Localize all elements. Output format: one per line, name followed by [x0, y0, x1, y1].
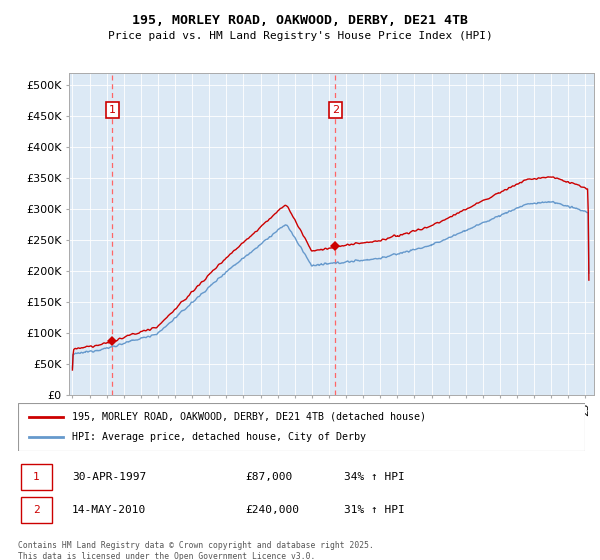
Text: £240,000: £240,000 [245, 505, 299, 515]
Text: 31% ↑ HPI: 31% ↑ HPI [344, 505, 405, 515]
Text: 2: 2 [33, 505, 40, 515]
Text: 1: 1 [109, 105, 116, 115]
Text: Price paid vs. HM Land Registry's House Price Index (HPI): Price paid vs. HM Land Registry's House … [107, 31, 493, 41]
Text: 195, MORLEY ROAD, OAKWOOD, DERBY, DE21 4TB (detached house): 195, MORLEY ROAD, OAKWOOD, DERBY, DE21 4… [72, 412, 426, 422]
FancyBboxPatch shape [21, 464, 52, 490]
Text: HPI: Average price, detached house, City of Derby: HPI: Average price, detached house, City… [72, 432, 366, 442]
Text: 195, MORLEY ROAD, OAKWOOD, DERBY, DE21 4TB: 195, MORLEY ROAD, OAKWOOD, DERBY, DE21 4… [132, 14, 468, 27]
Text: Contains HM Land Registry data © Crown copyright and database right 2025.
This d: Contains HM Land Registry data © Crown c… [18, 542, 374, 560]
Text: 14-MAY-2010: 14-MAY-2010 [72, 505, 146, 515]
Text: 34% ↑ HPI: 34% ↑ HPI [344, 472, 405, 482]
FancyBboxPatch shape [18, 403, 585, 451]
Text: 30-APR-1997: 30-APR-1997 [72, 472, 146, 482]
Text: 2: 2 [332, 105, 339, 115]
Text: 1: 1 [33, 472, 40, 482]
Text: £87,000: £87,000 [245, 472, 292, 482]
FancyBboxPatch shape [21, 497, 52, 522]
